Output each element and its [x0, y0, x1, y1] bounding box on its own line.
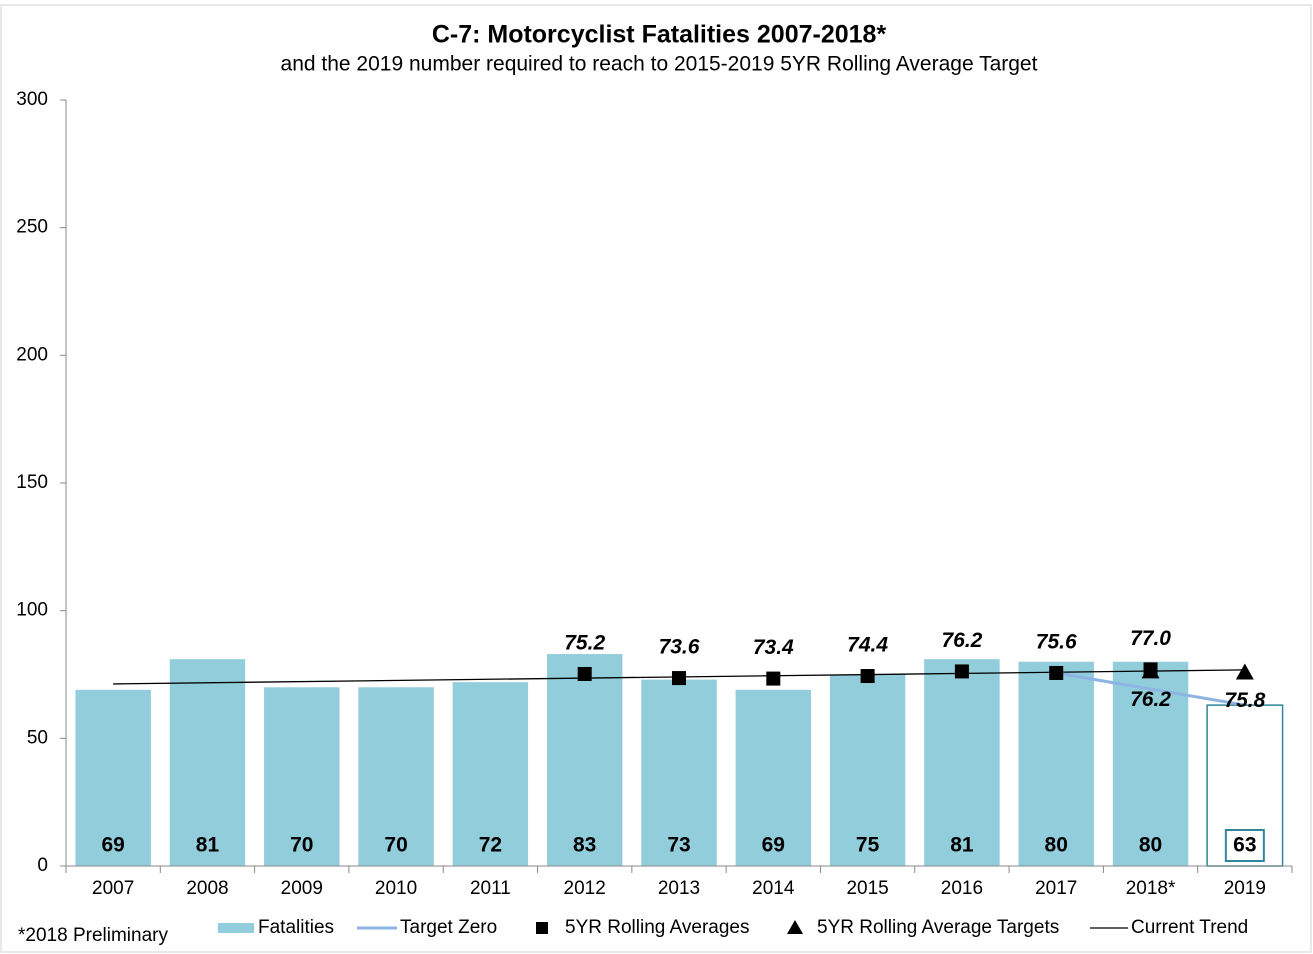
- value-label: 73: [667, 834, 690, 857]
- y-tick-label: 150: [16, 472, 48, 493]
- bar: [1018, 661, 1094, 866]
- chart-subtitle: and the 2019 number required to reach to…: [281, 53, 1038, 76]
- average-label: 77.0: [1130, 627, 1171, 650]
- bar: [735, 689, 812, 866]
- average-marker: [1049, 665, 1064, 680]
- x-tick-label: 2018*: [1126, 878, 1176, 899]
- value-label: 81: [196, 834, 220, 857]
- x-tick-label: 2008: [186, 878, 228, 899]
- target-label: 76.2: [1130, 688, 1171, 711]
- target-label: 75.8: [1224, 689, 1265, 712]
- average-marker: [766, 671, 781, 686]
- y-tick-label: 300: [16, 89, 48, 110]
- x-tick-label: 2016: [941, 878, 983, 899]
- frame: [0, 4, 1312, 953]
- bar: [169, 659, 246, 866]
- chart-title: C-7: Motorcyclist Fatalities 2007-2018*: [432, 21, 887, 49]
- bar: [75, 689, 151, 866]
- legend-swatch: [218, 923, 254, 933]
- value-label: 80: [1045, 834, 1068, 857]
- value-label: 63: [1233, 834, 1256, 857]
- y-tick-label: 200: [16, 344, 48, 365]
- bar: [641, 679, 717, 866]
- bar: [829, 674, 906, 866]
- bar: [452, 682, 529, 866]
- average-label: 73.6: [659, 636, 700, 659]
- bar: [264, 687, 340, 866]
- average-label: 74.4: [847, 634, 888, 657]
- footnote: *2018 Preliminary: [18, 925, 168, 946]
- value-label: 72: [479, 834, 502, 857]
- legend-label: 5YR Rolling Averages: [565, 917, 749, 938]
- x-tick-label: 2019: [1224, 878, 1266, 899]
- average-label: 75.6: [1036, 631, 1077, 654]
- y-tick-label: 50: [27, 727, 48, 748]
- x-tick-label: 2012: [564, 878, 606, 899]
- x-tick-label: 2011: [470, 878, 511, 899]
- x-tick-label: 2014: [752, 878, 795, 899]
- value-label: 80: [1139, 834, 1162, 857]
- value-label: 70: [384, 834, 407, 857]
- legend-label: Target Zero: [400, 917, 497, 938]
- bar: [358, 687, 434, 866]
- value-label: 70: [290, 834, 313, 857]
- value-label: 69: [101, 834, 124, 857]
- x-tick-label: 2010: [375, 878, 417, 899]
- bar: [924, 659, 1000, 866]
- average-marker: [860, 669, 875, 684]
- y-tick-label: 250: [16, 217, 48, 238]
- average-label: 73.4: [753, 636, 794, 659]
- legend-label: Current Trend: [1131, 917, 1248, 938]
- value-label: 69: [762, 834, 785, 857]
- x-tick-label: 2013: [658, 878, 700, 899]
- legend-label: Fatalities: [258, 917, 334, 938]
- value-label-box: [1224, 829, 1265, 862]
- average-marker: [1143, 662, 1158, 677]
- value-label: 83: [573, 834, 596, 857]
- average-label: 75.2: [564, 632, 605, 655]
- average-marker: [954, 664, 969, 679]
- y-tick-label: 100: [16, 600, 48, 621]
- value-label: 81: [950, 834, 974, 857]
- x-tick-label: 2017: [1035, 878, 1077, 899]
- x-tick-label: 2015: [846, 878, 888, 899]
- legend-label: 5YR Rolling Average Targets: [817, 917, 1059, 938]
- bar: [1112, 661, 1189, 866]
- x-tick-label: 2009: [281, 878, 323, 899]
- legend-swatch: [536, 922, 548, 934]
- value-label: 75: [856, 834, 880, 857]
- x-tick-label: 2007: [92, 878, 134, 899]
- y-tick-label: 0: [37, 855, 48, 876]
- legend-swatch: [787, 920, 803, 934]
- bar: [546, 654, 623, 866]
- target-marker: [1235, 663, 1254, 680]
- average-marker: [577, 666, 592, 681]
- average-marker: [672, 671, 686, 686]
- target-zero-line: [1055, 671, 1246, 707]
- average-label: 76.2: [941, 629, 982, 652]
